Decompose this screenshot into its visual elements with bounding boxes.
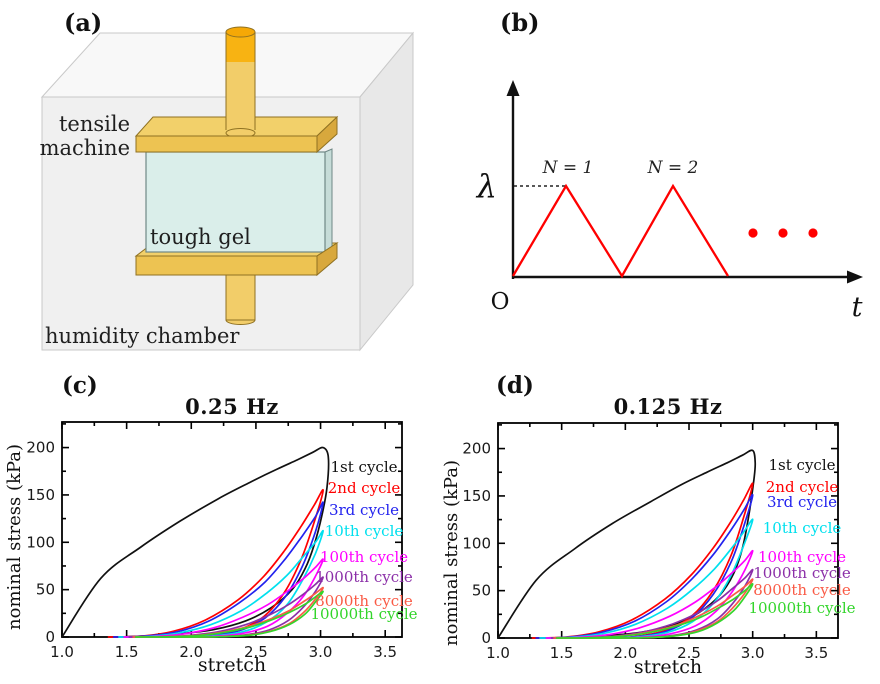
cycle-2-label: N = 2 [647, 158, 699, 178]
tensile-machine-label-line2: machine [40, 136, 130, 160]
cycle-1-label: N = 1 [542, 158, 594, 178]
x-tick-label: 1.0 [50, 643, 74, 661]
x-tick-label: 2.0 [613, 644, 637, 662]
series-curve-100th-cycle [545, 549, 754, 639]
upper-rod-overlay [226, 62, 255, 128]
y-tick-label: 150 [26, 486, 55, 504]
ellipsis-dot [748, 228, 758, 238]
chart-c-ylabel: nominal stress (kPa) [4, 444, 25, 630]
panel-d-chart: (d) 0.125 Hz 1.0 1.5 2.0 2.5 3.0 3.5 0 50 100 150… [440, 360, 880, 684]
panel-b-letter: (b) [500, 8, 540, 37]
series-curve-10000th-cycle [555, 583, 754, 639]
bottom-clamp-front-face [135, 255, 318, 276]
y-tick-label: 100 [462, 534, 491, 552]
origin-label: O [491, 289, 510, 315]
lambda-symbol: λ [475, 167, 497, 205]
tough-gel-label: tough gel [150, 225, 251, 249]
panel-a-apparatus: (a) tensile machine tough gel humidity c… [0, 0, 440, 360]
legend-label-3rd-cycle: 3rd cycle [329, 501, 399, 519]
panel-b-loading-schematic: (b) λ N = 1 N = 2 O t [440, 0, 880, 360]
legend-label-1000th-cycle: 1000th cycle [753, 564, 851, 582]
plot-frame [497, 422, 839, 639]
loading-schematic: (b) λ N = 1 N = 2 O t [475, 8, 863, 323]
chart-d-xlabel: stretch [633, 656, 703, 678]
y-tick-label: 150 [462, 487, 491, 505]
series-curve-1st-cycle [61, 446, 330, 638]
y-tick-label: 0 [481, 629, 491, 647]
series-curve-10000th-cycle [134, 590, 324, 638]
panel-a-letter: (a) [64, 8, 102, 37]
legend-label-1st-cycle: 1st cycle [769, 456, 836, 474]
x-tick-label: 1.5 [115, 643, 139, 661]
y-axis-arrowhead [506, 80, 520, 96]
lower-rod [225, 271, 256, 321]
legend-label-10th-cycle: 10th cycle [325, 522, 404, 540]
legend-label-1st-cycle: 1st cycle [331, 458, 398, 476]
chart-d-ylabel: nominal stress (kPa) [441, 460, 462, 646]
legend-label-1000th-cycle: 1000th cycle [315, 568, 413, 586]
panel-c-letter: (c) [62, 372, 98, 399]
x-axis-arrowhead [847, 270, 863, 284]
y-tick-label: 100 [26, 533, 55, 551]
chart-c-plot: 1.0 1.5 2.0 2.5 3.0 3.5 0 50 100 150 200 1st cycle 2… [26, 421, 418, 661]
x-tick-label: 3.0 [741, 644, 765, 662]
apparatus-diagram: (a) tensile machine tough gel humidity c… [40, 8, 415, 352]
legend-label-10000th-cycle: 10000th cycle [748, 599, 855, 617]
legend-label-8000th-cycle: 8000th cycle [315, 592, 413, 610]
legend-label-8000th-cycle: 8000th cycle [753, 581, 851, 599]
x-tick-label: 1.0 [486, 644, 510, 662]
panel-c-chart: (c) 0.25 Hz 1.0 1.5 2.0 2.5 3.0 3.5 0 50 100 150 2… [0, 360, 440, 684]
ellipsis-dot [808, 228, 818, 238]
y-tick-label: 50 [36, 581, 55, 599]
legend-label-100th-cycle: 100th cycle [320, 548, 408, 566]
chart-d-plot: 1.0 1.5 2.0 2.5 3.0 3.5 0 50 100 150 200 1st cycle 2… [462, 422, 856, 662]
panel-d-letter: (d) [496, 372, 534, 399]
chart-d-title: 0.125 Hz [613, 394, 723, 419]
x-tick-label: 2.5 [244, 643, 268, 661]
top-clamp-front-face [135, 135, 318, 153]
gel-front-face [145, 151, 326, 253]
x-tick-label: 3.5 [804, 644, 828, 662]
x-tick-label: 2.0 [179, 643, 203, 661]
ellipsis-dot [778, 228, 788, 238]
stretch-wave [512, 183, 729, 279]
legend-label-2nd-cycle: 2nd cycle [328, 479, 401, 497]
y-tick-label: 200 [26, 439, 55, 457]
x-tick-label: 3.0 [309, 643, 333, 661]
legend-label-10000th-cycle: 10000th cycle [310, 605, 417, 623]
x-tick-label: 3.5 [373, 643, 397, 661]
bottom-clamp-end-face [316, 242, 338, 277]
series-curve-100th-cycle [123, 558, 324, 638]
y-tick-label: 200 [462, 440, 491, 458]
series-curve-2nd-cycle [107, 488, 324, 638]
chart-c-xlabel: stretch [197, 654, 267, 676]
upper-rod-cap-top [225, 26, 256, 38]
gel-side-face [324, 148, 333, 253]
time-axis-label: t [852, 292, 863, 323]
chart-c-title: 0.25 Hz [185, 394, 279, 419]
y-tick-label: 50 [472, 582, 491, 600]
x-tick-label: 2.5 [677, 644, 701, 662]
legend-label-3rd-cycle: 3rd cycle [767, 493, 837, 511]
legend-label-10th-cycle: 10th cycle [763, 519, 842, 537]
tensile-machine-label-line1: tensile [59, 112, 130, 136]
top-clamp-end-face [316, 115, 338, 154]
legend-label-2nd-cycle: 2nd cycle [766, 478, 839, 496]
y-tick-label: 0 [45, 628, 55, 646]
x-tick-label: 1.5 [550, 644, 574, 662]
legend-label-100th-cycle: 100th cycle [758, 548, 846, 566]
humidity-chamber-label: humidity chamber [45, 324, 240, 348]
